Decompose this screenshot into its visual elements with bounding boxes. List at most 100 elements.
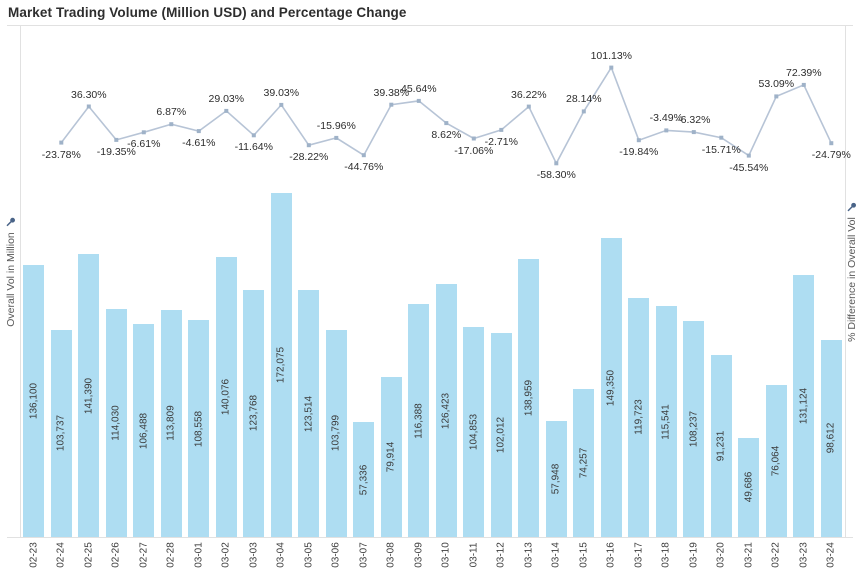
pct-change-label: -28.22% [289, 151, 329, 164]
line-point-marker[interactable] [251, 133, 256, 138]
line-point-marker[interactable] [306, 143, 311, 148]
volume-bar[interactable] [408, 304, 430, 537]
x-axis-tick-label: 03-11 [468, 542, 480, 568]
volume-bar[interactable] [435, 284, 457, 537]
bar-value-label: 123,768 [248, 395, 260, 432]
line-point-marker[interactable] [636, 138, 641, 143]
volume-bar[interactable] [215, 257, 237, 537]
volume-bar[interactable] [78, 254, 100, 537]
pin-icon [847, 203, 856, 212]
volume-bar[interactable] [188, 320, 210, 537]
bar-value-label: 74,257 [578, 447, 590, 479]
volume-bar[interactable] [380, 377, 402, 537]
x-axis-tick-label: 03-14 [550, 542, 562, 568]
bar-value-label: 119,723 [633, 399, 645, 435]
volume-bar[interactable] [133, 324, 155, 537]
volume-bar[interactable] [628, 297, 650, 537]
volume-bar[interactable] [655, 306, 677, 537]
line-point-marker[interactable] [554, 161, 559, 166]
pct-change-label: -4.61% [182, 137, 216, 150]
line-point-marker[interactable] [169, 122, 174, 127]
line-point-marker[interactable] [471, 136, 476, 141]
x-axis-tick-label: 03-15 [578, 542, 590, 568]
x-axis-tick-label: 03-12 [495, 542, 507, 568]
x-axis-tick-label: 03-20 [715, 542, 727, 568]
line-point-marker[interactable] [691, 130, 696, 135]
volume-bar[interactable] [710, 354, 732, 537]
volume-bar[interactable] [793, 274, 815, 537]
bar-value-label: 116,388 [413, 402, 425, 439]
volume-bar[interactable] [325, 329, 347, 537]
pct-change-label: 6.87% [156, 106, 187, 119]
line-point-marker[interactable] [141, 130, 146, 135]
bar-value-label: 149,350 [605, 369, 617, 406]
line-point-marker[interactable] [114, 137, 119, 142]
bar-value-label: 91,231 [715, 430, 727, 462]
line-point-marker[interactable] [389, 102, 394, 107]
line-point-marker[interactable] [526, 104, 531, 109]
volume-bar[interactable] [738, 437, 760, 537]
pct-change-label: -45.54% [729, 161, 769, 174]
pct-change-label: 39.03% [263, 86, 300, 99]
x-axis-tick-label: 02-23 [28, 542, 40, 568]
x-axis-tick-label: 03-08 [385, 542, 397, 568]
pct-change-label: -15.71% [701, 143, 741, 156]
bar-value-label: 136,100 [28, 382, 40, 420]
bar-value-label: 140,076 [220, 378, 232, 416]
pct-change-label: 36.22% [510, 88, 547, 101]
line-point-marker[interactable] [361, 153, 366, 158]
bar-value-label: 98,612 [825, 423, 837, 454]
bar-value-label: 131,124 [798, 387, 810, 424]
volume-bar[interactable] [23, 264, 45, 537]
volume-bar[interactable] [765, 384, 787, 537]
line-point-marker[interactable] [334, 135, 339, 140]
bar-value-label: 141,390 [83, 377, 95, 414]
line-point-marker[interactable] [829, 141, 834, 146]
line-point-marker[interactable] [746, 153, 751, 158]
bar-value-label: 123,514 [303, 395, 315, 432]
volume-bar[interactable] [518, 259, 540, 537]
pct-change-label: 72.39% [785, 66, 822, 79]
line-point-marker[interactable] [499, 127, 504, 132]
x-axis-tick-label: 02-27 [138, 542, 150, 568]
line-point-marker[interactable] [609, 65, 614, 70]
volume-bar[interactable] [243, 289, 265, 537]
volume-bar[interactable] [545, 421, 567, 537]
line-point-marker[interactable] [719, 135, 724, 140]
line-point-marker[interactable] [774, 94, 779, 99]
panel-top-border [7, 25, 853, 26]
plot-right-border [845, 25, 846, 537]
volume-bar[interactable] [820, 339, 842, 537]
volume-bar[interactable] [353, 422, 375, 537]
volume-bar[interactable] [600, 238, 622, 537]
line-point-marker[interactable] [664, 128, 669, 133]
line-point-marker[interactable] [416, 98, 421, 103]
volume-bar[interactable] [683, 320, 705, 537]
x-axis-tick-label: 03-06 [330, 542, 342, 568]
line-point-marker[interactable] [59, 140, 64, 145]
pct-change-label: -2.71% [484, 135, 518, 148]
line-point-marker[interactable] [224, 108, 229, 113]
volume-bar[interactable] [160, 309, 182, 537]
line-point-marker[interactable] [279, 102, 284, 107]
volume-bar[interactable] [490, 333, 512, 537]
volume-bar[interactable] [463, 327, 485, 537]
volume-bar[interactable] [105, 309, 127, 537]
volume-bar[interactable] [573, 388, 595, 537]
bar-value-label: 57,948 [550, 463, 562, 495]
line-point-marker[interactable] [196, 129, 201, 134]
line-point-marker[interactable] [86, 104, 91, 109]
line-point-marker[interactable] [581, 109, 586, 114]
volume-bar[interactable] [298, 290, 320, 537]
pct-change-label: -6.32% [677, 114, 711, 127]
x-axis-line [7, 537, 853, 538]
line-point-marker[interactable] [444, 121, 449, 126]
plot-left-border [20, 25, 21, 537]
bar-value-label: 138,959 [523, 380, 535, 417]
line-point-marker[interactable] [801, 82, 806, 87]
x-axis-tick-label: 02-25 [83, 542, 95, 568]
volume-bar[interactable] [270, 193, 292, 537]
pct-change-label: -19.84% [619, 146, 659, 159]
volume-bar[interactable] [50, 329, 72, 537]
